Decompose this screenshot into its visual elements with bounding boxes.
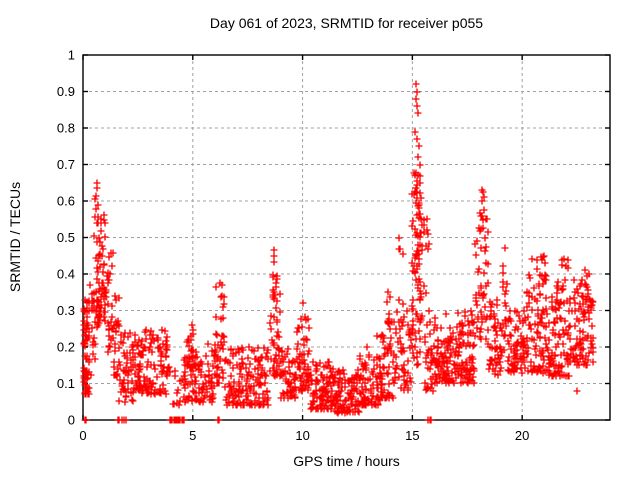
svg-text:5: 5: [189, 428, 196, 443]
svg-text:0.3: 0.3: [57, 303, 75, 318]
svg-text:0.4: 0.4: [57, 267, 75, 282]
svg-text:10: 10: [295, 428, 309, 443]
svg-text:1: 1: [68, 48, 75, 63]
svg-text:0.1: 0.1: [57, 376, 75, 391]
svg-text:0.9: 0.9: [57, 84, 75, 99]
svg-text:15: 15: [405, 428, 419, 443]
svg-text:0.8: 0.8: [57, 121, 75, 136]
svg-text:0: 0: [68, 413, 75, 428]
y-tick-labels: 0 0.1 0.2 0.3 0.4 0.5 0.6 0.7 0.8 0.9 1: [57, 48, 75, 428]
svg-text:0.6: 0.6: [57, 194, 75, 209]
svg-text:0.5: 0.5: [57, 230, 75, 245]
svg-text:0.2: 0.2: [57, 340, 75, 355]
chart-title: Day 061 of 2023, SRMTID for receiver p05…: [209, 15, 484, 31]
svg-text:0.7: 0.7: [57, 157, 75, 172]
svg-text:0: 0: [79, 428, 86, 443]
x-axis-label: GPS time / hours: [293, 453, 400, 469]
y-axis-label: SRMTID / TECUs: [7, 181, 23, 293]
svg-text:20: 20: [515, 428, 529, 443]
x-tick-labels: 0 5 10 15 20: [79, 428, 529, 443]
data-points: [80, 80, 597, 424]
